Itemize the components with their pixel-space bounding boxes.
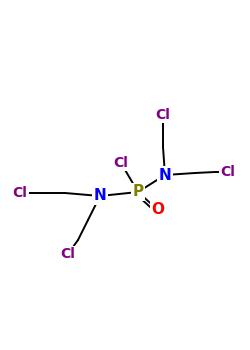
Text: Cl: Cl: [156, 108, 170, 122]
Text: Cl: Cl: [220, 165, 236, 179]
Text: N: N: [94, 189, 106, 203]
Text: O: O: [152, 203, 164, 217]
Text: Cl: Cl: [60, 247, 76, 261]
Text: Cl: Cl: [12, 186, 28, 200]
Text: N: N: [159, 168, 172, 182]
Text: P: P: [132, 184, 143, 200]
Text: Cl: Cl: [114, 156, 128, 170]
